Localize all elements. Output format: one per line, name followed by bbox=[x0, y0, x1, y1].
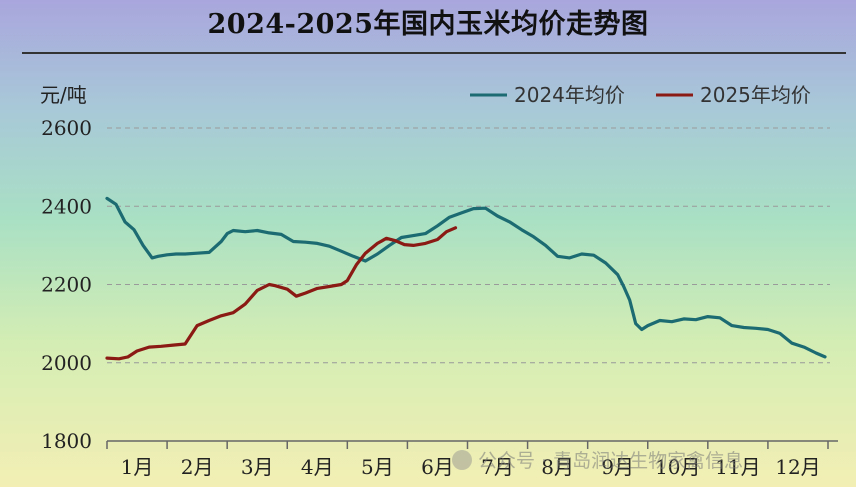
watermark: 公众号 · 青岛润达生物家禽信息 bbox=[452, 446, 743, 473]
y-axis: 1800 2000 2200 2400 2600 bbox=[41, 116, 92, 453]
series-line-2025 bbox=[105, 226, 458, 361]
legend: 2024年均价 2025年均价 bbox=[470, 83, 811, 107]
y-tick-label: 2000 bbox=[41, 351, 92, 375]
y-axis-label: 元/吨 bbox=[40, 83, 87, 107]
x-tick-label: 2月 bbox=[181, 455, 214, 479]
watermark-text: 公众号 · 青岛润达生物家禽信息 bbox=[478, 450, 744, 472]
y-tick-label: 2400 bbox=[41, 194, 92, 218]
x-tick-label: 7月 bbox=[481, 455, 514, 479]
series-group bbox=[105, 196, 827, 361]
x-tick-label: 6月 bbox=[421, 455, 454, 479]
y-tick-label: 2200 bbox=[41, 273, 92, 297]
legend-label-2024: 2024年均价 bbox=[514, 83, 625, 107]
x-tick-label: 9月 bbox=[601, 455, 634, 479]
chart-title: 2024-2025年国内玉米均价走势图 bbox=[207, 9, 649, 40]
x-tick-label: 10月 bbox=[655, 455, 700, 479]
x-tick-label: 11月 bbox=[715, 455, 760, 479]
x-tick-label: 3月 bbox=[241, 455, 274, 479]
legend-label-2025: 2025年均价 bbox=[700, 83, 811, 107]
x-tick-label: 12月 bbox=[775, 455, 820, 479]
x-axis: 1月 2月 3月 4月 5月 6月 7月 8月 9月 10月 11月 12月 bbox=[106, 441, 829, 479]
grid-lines bbox=[107, 127, 838, 442]
series-line-2024 bbox=[105, 196, 827, 359]
y-tick-label: 2600 bbox=[41, 116, 92, 140]
x-tick-label: 8月 bbox=[541, 455, 574, 479]
y-tick-label: 1800 bbox=[41, 429, 92, 453]
x-tick-label: 4月 bbox=[301, 455, 334, 479]
x-tick-label: 5月 bbox=[361, 455, 394, 479]
x-tick-label: 1月 bbox=[121, 455, 154, 479]
wechat-icon bbox=[452, 449, 472, 470]
